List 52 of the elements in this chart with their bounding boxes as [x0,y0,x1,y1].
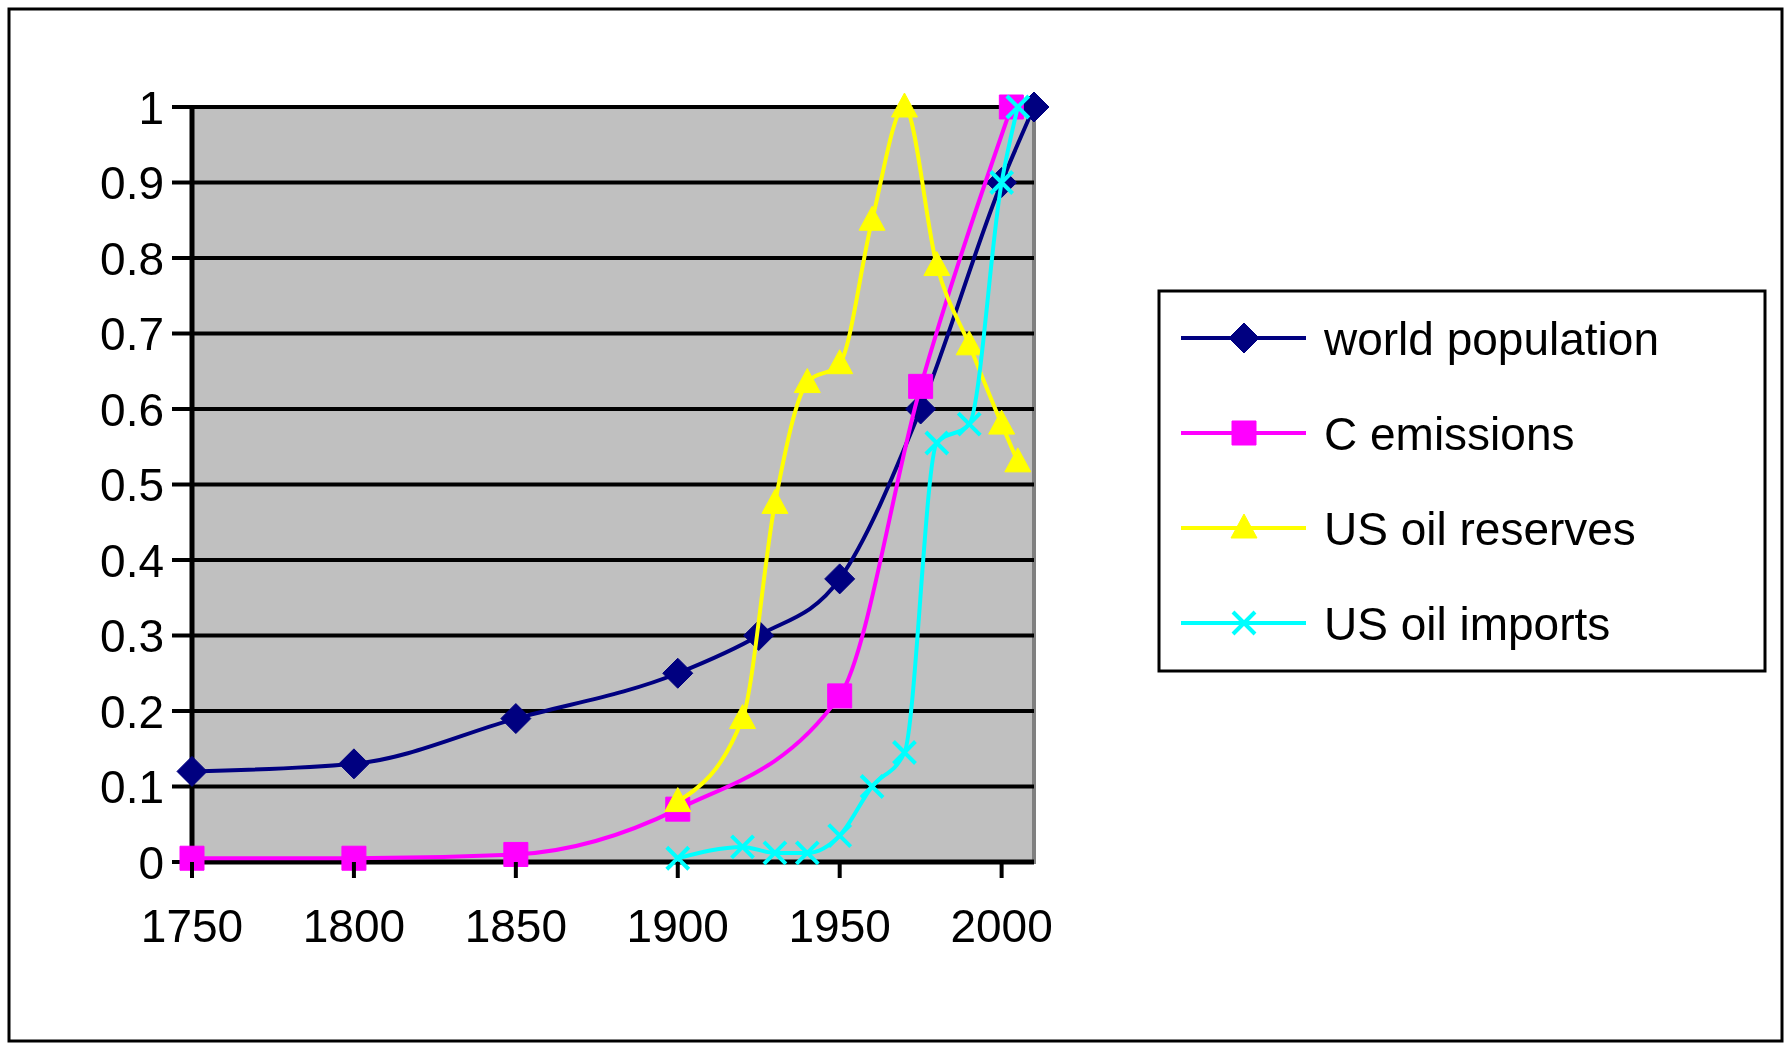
x-tick-label: 1850 [464,900,568,952]
y-tick-label: 0.2 [100,685,164,738]
point [826,349,854,375]
point [500,703,532,735]
point [179,845,205,871]
point [923,251,951,277]
point [793,368,821,394]
x-tick-label: 1950 [788,900,891,952]
point [761,839,788,866]
y-tick-label: 0.5 [100,459,164,512]
point [729,833,756,860]
point [955,330,983,356]
y-tick-label: 1 [138,81,164,134]
point [1004,447,1032,473]
point [664,845,691,872]
x-tick-label: 2000 [950,900,1053,952]
point [176,755,208,787]
point [341,845,367,871]
x-tick-label: 1900 [626,900,729,952]
point [729,704,757,730]
y-tick-label: 0.9 [100,157,164,210]
point [988,409,1016,435]
point [826,822,853,849]
point [664,787,692,813]
x-tick-label: 1750 [140,900,244,952]
x-tick-label: 1800 [302,900,406,952]
point [890,92,918,118]
y-tick-label: 0.4 [100,534,164,587]
point [908,373,934,399]
y-tick-label: 0.8 [100,232,164,285]
point [956,411,983,438]
point [503,841,529,867]
legend-label: US oil imports [1324,597,1611,650]
legend-label: C emissions [1324,407,1575,460]
point [794,839,821,866]
point [662,657,694,689]
point [923,429,950,456]
point [858,205,886,231]
point [891,739,918,766]
point [824,563,856,595]
y-tick-label: 0.7 [100,308,164,361]
point [338,748,370,780]
point [859,773,886,800]
y-tick-label: 0.3 [100,610,164,663]
y-tick-label: 0.1 [100,761,164,814]
y-tick-label: 0.6 [100,383,164,436]
legend-label: world population [1323,312,1660,365]
legend-label: US oil reserves [1324,502,1636,555]
y-tick-label: 0 [138,836,164,889]
point [1004,94,1031,120]
point [761,488,789,514]
point [827,683,853,709]
